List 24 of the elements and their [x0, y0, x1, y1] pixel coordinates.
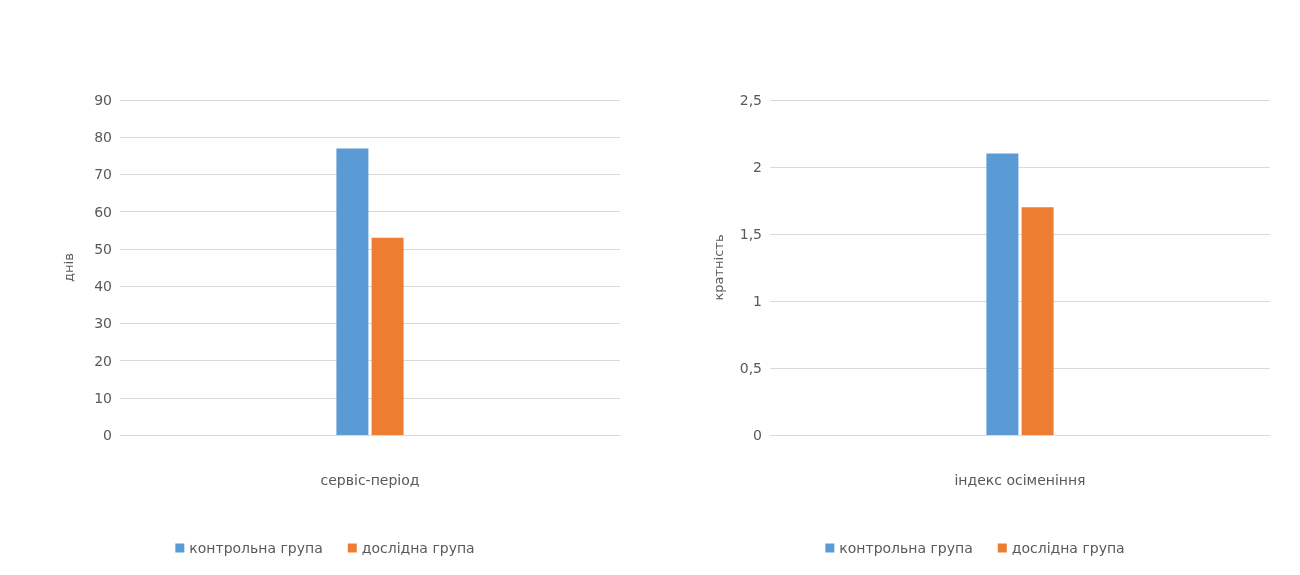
- x-axis-title: індекс осіменіння: [954, 472, 1086, 488]
- y-tick-label: 2: [753, 159, 762, 175]
- y-tick-label: 0: [753, 427, 762, 443]
- x-axis-title: сервіс-період: [320, 472, 420, 488]
- y-tick-label: 0,5: [739, 360, 762, 376]
- y-tick-label: 90: [94, 92, 112, 108]
- y-tick-label: 40: [94, 278, 112, 295]
- legend-label: контрольна група: [839, 540, 973, 556]
- y-tick-label: 0: [103, 427, 112, 443]
- y-tick-label: 60: [94, 203, 112, 220]
- y-tick-label: 70: [94, 166, 112, 183]
- y-tick-label: 80: [94, 129, 112, 146]
- y-tick-label: 10: [94, 389, 112, 406]
- y-tick-label: 1: [753, 293, 762, 309]
- y-tick-label: 1,5: [739, 226, 762, 242]
- legend-label: контрольна група: [189, 540, 323, 556]
- legend-label: дослідна група: [1011, 540, 1125, 556]
- y-tick-label: 2,5: [739, 92, 762, 108]
- y-tick-label: 30: [94, 315, 112, 332]
- legend-label: дослідна група: [361, 540, 475, 556]
- y-axis-title: кратність: [711, 234, 726, 301]
- y-axis-title: днів: [61, 253, 76, 282]
- y-tick-label: 50: [94, 240, 112, 257]
- y-tick-label: 20: [94, 352, 112, 369]
